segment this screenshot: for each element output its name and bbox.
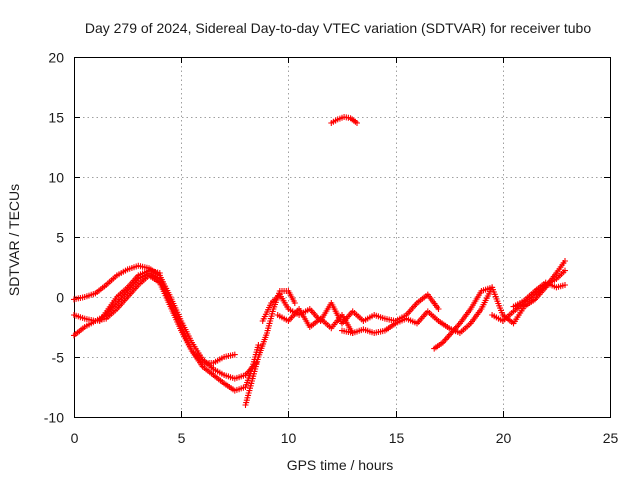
y-axis-label: SDTVAR / TECUs xyxy=(6,184,22,296)
x-axis-label: GPS time / hours xyxy=(287,457,394,473)
series-line xyxy=(73,265,257,380)
x-tick-label: 10 xyxy=(281,430,297,446)
data-point xyxy=(562,282,568,288)
series-track-7 xyxy=(274,306,356,336)
series-track-2 xyxy=(71,262,260,382)
plot-frame xyxy=(74,57,611,418)
gridlines xyxy=(74,57,610,417)
y-tick-label: -5 xyxy=(52,350,65,366)
y-tick-label: 0 xyxy=(56,290,64,306)
data-point xyxy=(562,267,568,274)
data-point xyxy=(562,258,568,264)
y-tick-label: 5 xyxy=(56,230,64,246)
data-point xyxy=(291,300,298,306)
data-point xyxy=(354,120,360,126)
series-track-4 xyxy=(96,267,163,324)
plot-area xyxy=(71,114,568,408)
y-tick-label: -10 xyxy=(44,410,64,426)
y-tick-label: 10 xyxy=(48,170,64,186)
y-tick-label: 15 xyxy=(48,110,64,126)
x-tick-label: 0 xyxy=(71,430,79,446)
y-tick-labels: -10 -5 0 5 10 15 20 xyxy=(44,50,64,426)
axis-ticks xyxy=(74,57,611,418)
chart-title: Day 279 of 2024, Sidereal Day-to-day VTE… xyxy=(85,20,592,36)
x-tick-label: 15 xyxy=(389,430,405,446)
series-track-8 xyxy=(339,284,496,336)
x-tick-labels: 0 5 10 15 20 25 xyxy=(71,430,619,446)
data-point xyxy=(156,270,163,276)
data-point xyxy=(231,351,238,358)
x-tick-label: 20 xyxy=(496,430,512,446)
data-point xyxy=(255,342,262,348)
series-track-12 xyxy=(328,114,360,126)
y-tick-label: 20 xyxy=(48,50,64,66)
x-tick-label: 25 xyxy=(603,430,619,446)
data-point xyxy=(435,306,442,312)
x-tick-label: 5 xyxy=(178,430,186,446)
series-track-9 xyxy=(431,258,568,352)
series-track-3 xyxy=(71,272,238,366)
series-track-11 xyxy=(510,279,568,310)
